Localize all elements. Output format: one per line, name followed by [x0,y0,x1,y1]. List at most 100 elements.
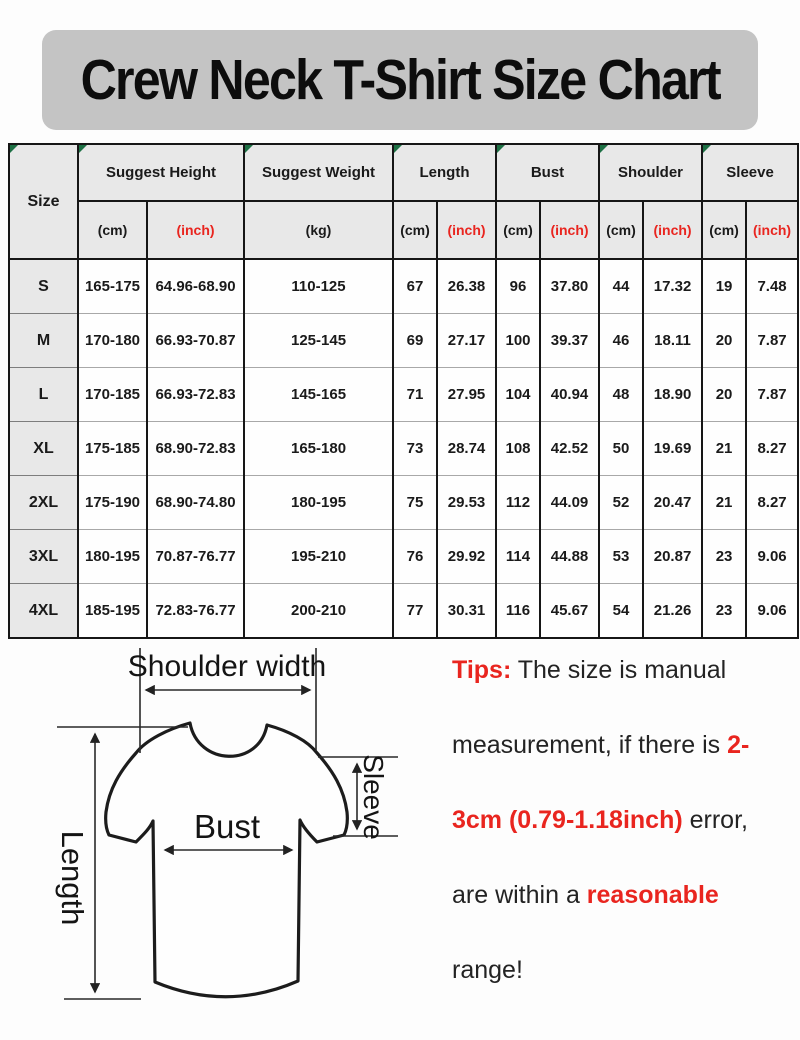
value-cell: 45.67 [539,583,601,639]
unit-label-cm: (cm) [701,200,748,260]
value-cell: 72.83-76.77 [145,583,246,639]
value-cell: 21 [701,475,748,530]
value-cell: 27.95 [436,367,498,422]
value-cell: 7.48 [745,258,800,314]
value-cell: 125-145 [243,313,395,368]
value-cell: 165-175 [77,258,148,314]
value-cell: 64.96-68.90 [145,258,246,314]
value-cell: 9.06 [745,529,800,584]
value-cell: 28.74 [436,421,498,476]
title-bar: Crew Neck T-Shirt Size Chart [42,30,758,130]
table-row: L 170-185 66.93-72.83 145-165 71 27.95 1… [8,367,800,422]
unit-label-inch: (inch) [145,200,246,260]
value-cell: 145-165 [243,367,395,422]
value-cell: 54 [598,583,645,639]
unit-label-cm: (cm) [77,200,148,260]
value-cell: 104 [495,367,542,422]
value-cell: 23 [701,583,748,639]
value-cell: 27.17 [436,313,498,368]
table-header-suggest-weight: Suggest Weight [243,143,395,202]
value-cell: 44.09 [539,475,601,530]
value-cell: 185-195 [77,583,148,639]
value-cell: 110-125 [243,258,395,314]
value-cell: 20.87 [642,529,704,584]
value-cell: 23 [701,529,748,584]
table-row: M 170-180 66.93-70.87 125-145 69 27.17 1… [8,313,800,368]
value-cell: 180-195 [77,529,148,584]
value-cell: 44 [598,258,645,314]
value-cell: 29.92 [436,529,498,584]
value-cell: 21 [701,421,748,476]
value-cell: 7.87 [745,313,800,368]
size-cell: M [8,313,79,368]
value-cell: 18.90 [642,367,704,422]
value-cell: 48 [598,367,645,422]
table-header-length: Length [392,143,498,202]
value-cell: 175-185 [77,421,148,476]
value-cell: 76 [392,529,439,584]
tshirt-diagram: Shoulder width Length Sleeve Bust [55,648,398,1000]
value-cell: 29.53 [436,475,498,530]
value-cell: 69 [392,313,439,368]
table-header-sleeve: Sleeve [701,143,800,202]
value-cell: 100 [495,313,542,368]
value-cell: 77 [392,583,439,639]
value-cell: 170-185 [77,367,148,422]
value-cell: 19.69 [642,421,704,476]
tips-text: Tips: The size is manual measurement, if… [452,655,797,1030]
value-cell: 165-180 [243,421,395,476]
value-cell: 50 [598,421,645,476]
size-cell: 3XL [8,529,79,584]
value-cell: 200-210 [243,583,395,639]
table-row: 4XL 185-195 72.83-76.77 200-210 77 30.31… [8,583,800,639]
size-chart-table: Size Suggest Height Suggest Weight Lengt… [8,143,800,639]
value-cell: 75 [392,475,439,530]
tips-line: are within a reasonable [452,881,719,909]
value-cell: 108 [495,421,542,476]
unit-label-cm: (cm) [392,200,439,260]
tips-line: measurement, if there is 2- [452,731,750,759]
table-header-shoulder: Shoulder [598,143,704,202]
value-cell: 116 [495,583,542,639]
table-row: 3XL 180-195 70.87-76.77 195-210 76 29.92… [8,529,800,584]
value-cell: 175-190 [77,475,148,530]
table-header-suggest-height: Suggest Height [76,143,246,202]
table-row: XL 175-185 68.90-72.83 165-180 73 28.74 … [8,421,800,476]
value-cell: 20.47 [642,475,704,530]
table-header-bust: Bust [495,143,601,202]
size-cell: S [8,258,79,314]
value-cell: 20 [701,313,748,368]
value-cell: 37.80 [539,258,601,314]
value-cell: 8.27 [745,421,800,476]
unit-label-inch: (inch) [539,200,601,260]
value-cell: 7.87 [745,367,800,422]
value-cell: 30.31 [436,583,498,639]
size-cell: 4XL [8,583,79,639]
size-cell: L [8,367,79,422]
value-cell: 40.94 [539,367,601,422]
unit-label-kg: (kg) [243,200,395,260]
value-cell: 52 [598,475,645,530]
unit-label-inch: (inch) [642,200,704,260]
page-title: Crew Neck T-Shirt Size Chart [80,48,721,112]
table-header-size: Size [8,143,79,260]
value-cell: 21.26 [642,583,704,639]
value-cell: 66.93-72.83 [145,367,246,422]
value-cell: 18.11 [642,313,704,368]
length-label: Length [55,831,90,926]
tips-keyword: 2- [727,731,750,759]
value-cell: 114 [495,529,542,584]
value-cell: 39.37 [539,313,601,368]
size-cell: XL [8,421,79,476]
value-cell: 170-180 [77,313,148,368]
tips-keyword: 3cm (0.79-1.18inch) [452,806,683,834]
value-cell: 53 [598,529,645,584]
value-cell: 68.90-74.80 [145,475,246,530]
value-cell: 112 [495,475,542,530]
value-cell: 19 [701,258,748,314]
tshirt-outline [104,721,349,999]
table-row: S 165-175 64.96-68.90 110-125 67 26.38 9… [8,258,800,314]
value-cell: 26.38 [436,258,498,314]
sleeve-label: Sleeve [358,754,389,840]
bust-label: Bust [194,808,260,845]
